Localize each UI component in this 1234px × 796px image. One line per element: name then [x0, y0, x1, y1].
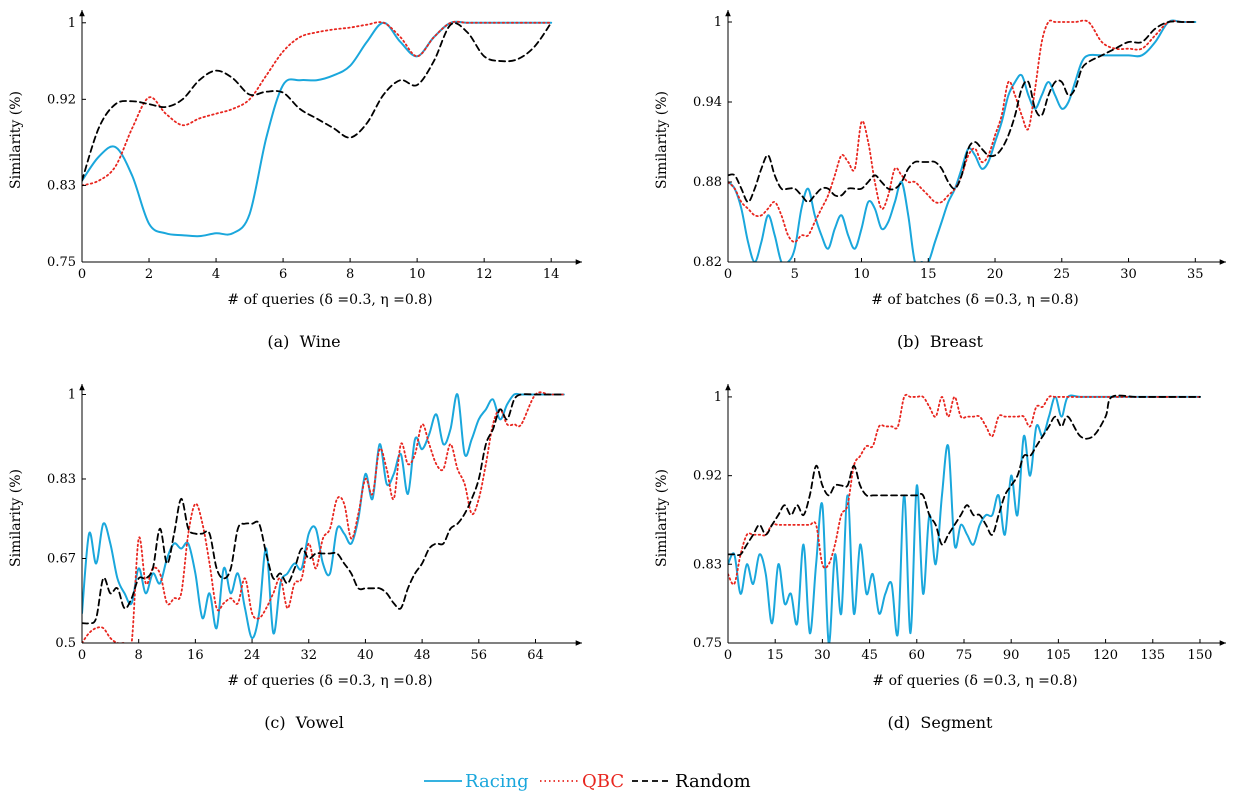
y-tick-label: 0.75 — [693, 636, 722, 651]
x-tick-label: 12 — [476, 267, 493, 282]
x-tick-label: 16 — [187, 648, 204, 663]
series-line-random — [728, 394, 1201, 557]
panel-caption: (d) Segment — [888, 713, 994, 732]
x-tick-label: 48 — [414, 648, 431, 663]
y-tick-label: 0.75 — [47, 255, 76, 270]
x-tick-label: 30 — [1120, 267, 1137, 282]
x-tick-label: 135 — [1140, 648, 1165, 663]
x-tick-label: 105 — [1046, 648, 1071, 663]
plot-area — [728, 19, 1197, 262]
x-tick-label: 5 — [791, 267, 799, 282]
series-line-random — [82, 393, 565, 625]
y-axis-label: Similarity (%) — [8, 91, 24, 189]
x-tick-label: 90 — [1003, 648, 1020, 663]
panel-wine: 0 2 4 6 8 10 12 14 0.75 0.83 0.92 1 # of queries (δ… — [8, 10, 582, 351]
x-axis-label: # of queries (δ =0.3, η =0.8) — [872, 673, 1077, 689]
series-line-qbc — [728, 393, 1201, 586]
x-tick-label: 25 — [1054, 267, 1071, 282]
x-axis-label: # of batches (δ =0.3, η =0.8) — [871, 292, 1078, 308]
y-tick-label: 1 — [68, 387, 76, 402]
x-tick-label: 10 — [853, 267, 870, 282]
x-tick-label: 30 — [814, 648, 831, 663]
x-tick-label: 24 — [244, 648, 261, 663]
x-tick-label: 150 — [1188, 648, 1213, 663]
y-tick-label: 1 — [714, 390, 722, 405]
y-axis-label: Similarity (%) — [654, 469, 670, 567]
series-line-racing — [728, 19, 1197, 262]
x-tick-label: 15 — [767, 648, 784, 663]
x-tick-label: 15 — [920, 267, 937, 282]
series-line-qbc — [728, 19, 1197, 243]
x-axis-label: # of queries (δ =0.3, η =0.8) — [227, 292, 432, 308]
y-tick-label: 0.83 — [693, 557, 722, 572]
legend-label-racing: Racing — [465, 771, 529, 792]
y-tick-label: 0.83 — [47, 472, 76, 487]
x-tick-label: 2 — [145, 267, 153, 282]
series-line-qbc — [82, 391, 565, 643]
plot-area — [82, 391, 565, 643]
y-tick-label: 0.92 — [693, 469, 722, 484]
axes: 0 5 10 15 20 25 30 35 0.82 0.88 0.94 1 — [693, 10, 1226, 282]
plot-area — [82, 20, 553, 238]
y-axis-label: Similarity (%) — [8, 469, 24, 567]
x-tick-label: 120 — [1093, 648, 1118, 663]
y-tick-label: 0.94 — [693, 95, 722, 110]
x-tick-label: 56 — [471, 648, 488, 663]
x-tick-label: 0 — [724, 267, 732, 282]
y-tick-label: 1 — [714, 15, 722, 30]
x-tick-label: 10 — [409, 267, 426, 282]
x-tick-label: 35 — [1187, 267, 1204, 282]
x-tick-label: 8 — [135, 648, 143, 663]
y-tick-label: 1 — [68, 16, 76, 31]
x-tick-label: 0 — [78, 648, 86, 663]
x-tick-label: 6 — [279, 267, 287, 282]
x-tick-label: 64 — [527, 648, 544, 663]
series-line-qbc — [82, 20, 553, 187]
series-line-racing — [82, 392, 565, 640]
y-tick-label: 0.92 — [47, 92, 76, 107]
series-line-random — [82, 21, 553, 182]
panel-caption: (a) Wine — [267, 332, 340, 351]
series-line-racing — [82, 20, 553, 238]
legend-label-random: Random — [675, 771, 751, 792]
legend: Racing QBC Random — [424, 771, 751, 792]
x-tick-label: 8 — [346, 267, 354, 282]
panel-caption: (b) Breast — [897, 332, 984, 351]
series-line-racing — [728, 394, 1201, 643]
plot-area — [728, 393, 1201, 643]
y-tick-label: 0.67 — [47, 552, 76, 567]
axes: 0 15 30 45 60 75 90 105 120 135 150 0.75 0.83 0.92 1 — [693, 384, 1226, 663]
panel-segment: 0 15 30 45 60 75 90 105 120 135 150 0.75 0.83 0.92 1 #… — [654, 384, 1226, 732]
x-tick-label: 75 — [956, 648, 973, 663]
x-tick-label: 45 — [861, 648, 878, 663]
series-line-random — [728, 20, 1197, 203]
panel-breast: 0 5 10 15 20 25 30 35 0.82 0.88 0.94 1 # of batches… — [654, 10, 1226, 351]
x-tick-label: 4 — [212, 267, 220, 282]
x-tick-label: 0 — [78, 267, 86, 282]
y-axis-label: Similarity (%) — [654, 91, 670, 189]
panel-vowel: 0 8 16 24 32 40 48 56 64 0.5 0.67 0.83 1 # of querie… — [8, 384, 582, 732]
y-tick-label: 0.88 — [693, 175, 722, 190]
x-tick-label: 14 — [543, 267, 560, 282]
x-tick-label: 32 — [300, 648, 317, 663]
axes: 0 2 4 6 8 10 12 14 0.75 0.83 0.92 1 — [47, 10, 582, 282]
x-axis-label: # of queries (δ =0.3, η =0.8) — [227, 673, 432, 689]
x-tick-label: 0 — [724, 648, 732, 663]
panel-caption: (c) Vowel — [264, 713, 344, 732]
y-tick-label: 0.82 — [693, 255, 722, 270]
y-tick-label: 0.83 — [47, 178, 76, 193]
legend-label-qbc: QBC — [582, 771, 624, 792]
x-tick-label: 60 — [909, 648, 926, 663]
y-tick-label: 0.5 — [55, 636, 76, 651]
x-tick-label: 40 — [357, 648, 374, 663]
x-tick-label: 20 — [987, 267, 1004, 282]
axes: 0 8 16 24 32 40 48 56 64 0.5 0.67 0.83 1 — [47, 384, 582, 663]
